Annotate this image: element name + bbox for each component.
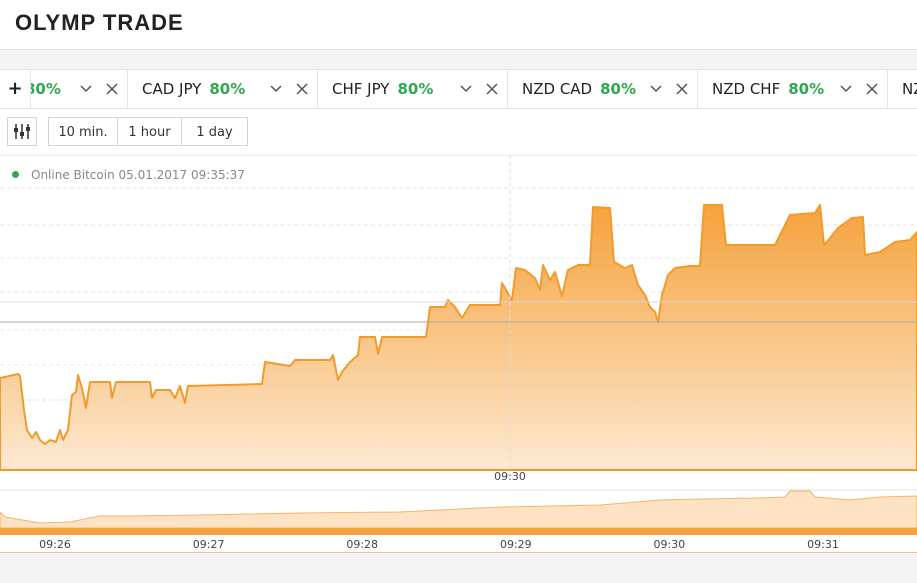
footer <box>0 552 917 583</box>
header: OLYMP TRADE <box>0 0 917 50</box>
payout: 80% <box>397 80 434 98</box>
price-area <box>0 204 917 471</box>
indicators-button[interactable] <box>7 117 37 146</box>
time-label: 09:26 <box>39 538 71 551</box>
time-label: 09:31 <box>807 538 839 551</box>
period-button[interactable]: 1 hour <box>117 117 182 146</box>
time-label: 09:29 <box>499 538 532 551</box>
online-indicator <box>12 171 19 178</box>
close-icon[interactable] <box>106 83 118 95</box>
time-label: 09:30 <box>653 538 686 551</box>
close-icon[interactable] <box>676 83 688 95</box>
payout: 80% <box>788 80 825 98</box>
asset-tabs: + 80% CAD JPY 80% CHF JPY 80% NZD CAD 80% N… <box>0 70 917 109</box>
dropdown-icon[interactable] <box>460 83 472 95</box>
asset-tab[interactable]: NZD CHF 80% <box>698 70 888 108</box>
asset-tab[interactable]: NZD CAD 80% <box>508 70 698 108</box>
asset-tab[interactable]: 80% <box>31 70 128 108</box>
asset-name: CAD JPY <box>142 80 202 98</box>
close-icon[interactable] <box>296 83 308 95</box>
dropdown-icon[interactable] <box>270 83 282 95</box>
period-button[interactable]: 10 min. <box>48 117 118 146</box>
payout: 80% <box>31 80 61 98</box>
asset-name: NZD CAD <box>522 80 593 98</box>
close-icon[interactable] <box>486 83 498 95</box>
asset-name: NZD CHF <box>712 80 781 98</box>
indicators-icon <box>14 124 30 139</box>
time-label: 09:28 <box>346 538 379 551</box>
logo[interactable]: OLYMP TRADE <box>15 10 184 35</box>
crosshair-time: 09:30 <box>494 470 526 483</box>
dropdown-icon[interactable] <box>840 83 852 95</box>
payout: 80% <box>209 80 246 98</box>
band <box>0 50 917 70</box>
asset-tab[interactable]: CHF JPY 80% <box>318 70 508 108</box>
payout: 80% <box>600 80 637 98</box>
close-icon[interactable] <box>866 83 878 95</box>
asset-tab[interactable]: CAD JPY 80% <box>128 70 318 108</box>
asset-name: CHF JPY <box>332 80 390 98</box>
status-text: Online Bitcoin 05.01.2017 09:35:37 <box>31 168 245 182</box>
asset-name: NZ <box>902 80 917 98</box>
navigator-bar <box>0 528 917 535</box>
dropdown-icon[interactable] <box>650 83 662 95</box>
navigator-area <box>0 490 917 529</box>
chart <box>0 155 917 535</box>
period-button[interactable]: 1 day <box>181 117 248 146</box>
add-tab[interactable]: + <box>0 70 31 108</box>
time-label: 09:27 <box>192 538 225 551</box>
asset-tab[interactable]: NZ <box>888 70 917 108</box>
toolbar: 10 min. 1 hour 1 day <box>0 109 917 156</box>
dropdown-icon[interactable] <box>80 83 92 95</box>
